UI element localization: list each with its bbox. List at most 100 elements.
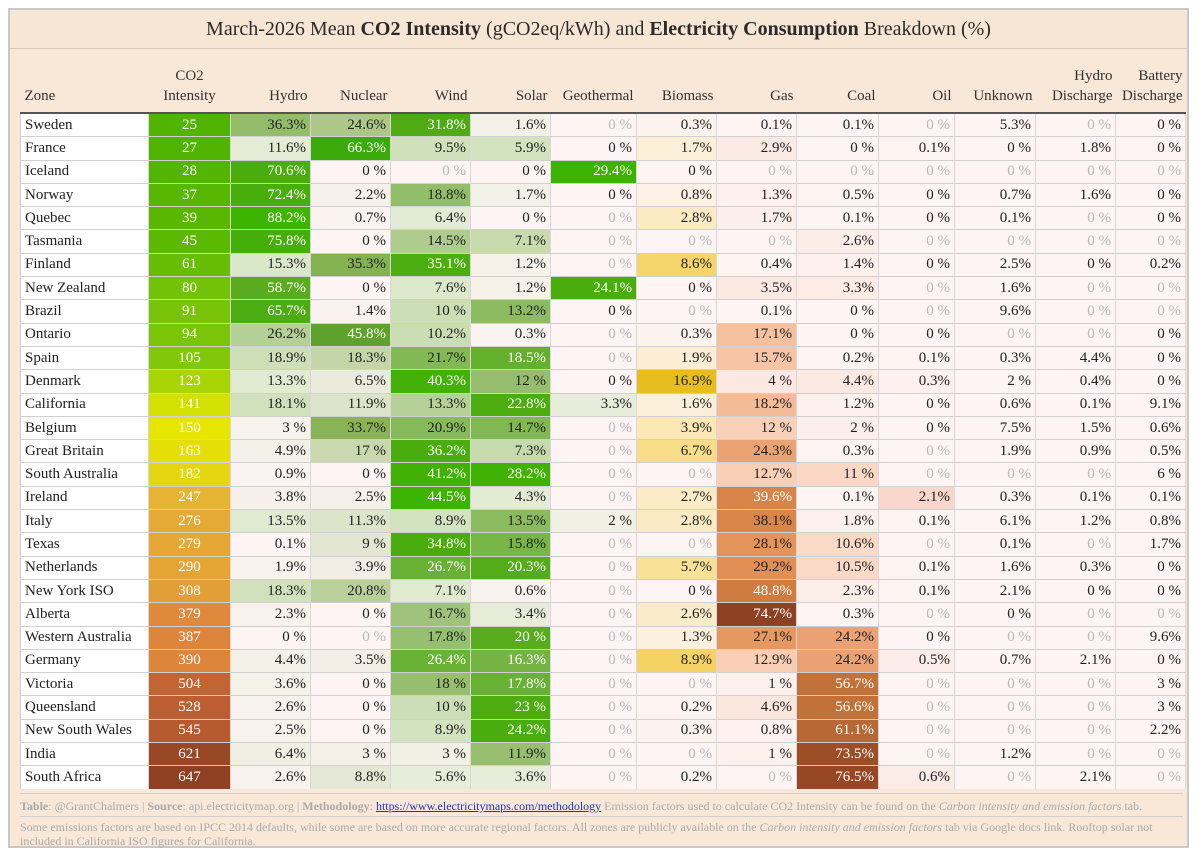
cell-solar: 5.9%	[470, 136, 551, 161]
cell-co2-intensity: 27	[148, 136, 231, 161]
cell-battery-discharge: 0 %	[1115, 229, 1186, 254]
cell-zone: South Australia	[20, 462, 149, 487]
cell-hydro: 1.9%	[230, 555, 311, 580]
cell-hydro-discharge: 0 %	[1035, 206, 1116, 230]
cell-gas: 17.1%	[716, 322, 797, 347]
header-row: Zone CO2 Intensity Hydro Nuclear Wind Sol…	[21, 54, 1186, 113]
cell-co2-intensity: 308	[148, 578, 231, 603]
cell-nuclear: 18.3%	[310, 345, 391, 370]
cell-co2-intensity: 647	[148, 765, 231, 789]
cell-biomass: 0.3%	[636, 112, 717, 137]
cell-zone: Queensland	[20, 695, 149, 720]
footer-line-1: Table: @GrantChalmers | Source: api.elec…	[20, 799, 1180, 813]
cell-gas: 74.7%	[716, 602, 797, 627]
cell-coal: 3.3%	[796, 276, 879, 300]
cell-zone: Texas	[20, 532, 149, 557]
cell-nuclear: 45.8%	[310, 322, 391, 347]
cell-hydro: 0.9%	[230, 462, 311, 487]
cell-co2-intensity: 80	[148, 276, 231, 300]
cell-coal: 0 %	[796, 299, 879, 324]
cell-hydro: 13.3%	[230, 369, 311, 394]
cell-unknown: 9.6%	[954, 299, 1036, 324]
cell-zone: New South Wales	[20, 718, 149, 743]
cell-co2-intensity: 163	[148, 439, 231, 463]
cell-nuclear: 8.8%	[310, 765, 391, 789]
cell-hydro-discharge: 2.1%	[1035, 648, 1116, 673]
cell-hydro: 0 %	[230, 625, 311, 650]
cell-gas: 24.3%	[716, 439, 797, 463]
cell-gas: 4.6%	[716, 695, 797, 720]
cell-unknown: 0 %	[954, 229, 1036, 254]
cell-co2-intensity: 390	[148, 648, 231, 673]
cell-hydro-discharge: 0.3%	[1035, 555, 1116, 580]
cell-biomass: 0 %	[636, 462, 717, 487]
cell-zone: Ontario	[20, 322, 149, 347]
cell-geothermal: 0 %	[550, 112, 637, 137]
cell-nuclear: 17 %	[310, 439, 391, 463]
cell-geothermal: 3.3%	[550, 392, 637, 417]
cell-unknown: 0.3%	[954, 485, 1036, 510]
cell-hydro-discharge: 0 %	[1035, 112, 1116, 137]
table-row: Norway 37 72.4% 2.2% 18.8% 1.7% 0 % 0.8% 1.3% 0.5…	[20, 182, 1186, 207]
cell-coal: 1.4%	[796, 252, 879, 277]
cell-unknown: 0 %	[954, 159, 1036, 184]
cell-co2-intensity: 528	[148, 695, 231, 720]
cell-geothermal: 0 %	[550, 206, 637, 230]
cell-wind: 26.7%	[390, 555, 471, 580]
cell-gas: 12.9%	[716, 648, 797, 673]
cell-co2-intensity: 141	[148, 392, 231, 417]
cell-geothermal: 0 %	[550, 299, 637, 324]
cell-solar: 0.6%	[470, 578, 551, 603]
cell-oil: 0 %	[878, 182, 955, 207]
cell-oil: 0 %	[878, 462, 955, 487]
cell-wind: 3 %	[390, 742, 471, 766]
footer-divider	[20, 793, 1183, 794]
cell-hydro-discharge: 0 %	[1035, 299, 1116, 324]
title-suffix: Breakdown (%)	[858, 18, 991, 40]
cell-geothermal: 0 %	[550, 229, 637, 254]
cell-hydro-discharge: 1.5%	[1035, 415, 1116, 440]
cell-zone: Tasmania	[20, 229, 149, 254]
cell-nuclear: 35.3%	[310, 252, 391, 277]
cell-hydro-discharge: 1.6%	[1035, 182, 1116, 207]
cell-gas: 0 %	[716, 765, 797, 789]
table-row: Belgium 150 3 % 33.7% 20.9% 14.7% 0 % 3.9% 12 % 2…	[20, 415, 1186, 440]
header-hydro-discharge-line2: Discharge	[1051, 88, 1113, 104]
cell-nuclear: 9 %	[310, 532, 391, 557]
cell-biomass: 0.3%	[636, 322, 717, 347]
cell-solar: 13.2%	[470, 299, 551, 324]
cell-battery-discharge: 3 %	[1115, 695, 1186, 720]
title-electricity-consumption: Electricity Consumption	[649, 18, 859, 40]
cell-gas: 0.4%	[716, 252, 797, 277]
cell-coal: 24.2%	[796, 648, 879, 673]
cell-oil: 0 %	[878, 695, 955, 720]
methodology-link[interactable]: https://www.electricitymaps.com/methodol…	[375, 799, 602, 813]
cell-hydro-discharge: 0 %	[1035, 159, 1116, 184]
cell-solar: 15.8%	[470, 532, 551, 557]
cell-wind: 20.9%	[390, 415, 471, 440]
cell-nuclear: 66.3%	[310, 136, 391, 161]
cell-coal: 10.5%	[796, 555, 879, 580]
cell-nuclear: 0 %	[310, 625, 391, 650]
cell-geothermal: 0 %	[550, 369, 637, 394]
table-row: Quebec 39 88.2% 0.7% 6.4% 0 % 0 % 2.8% 1.7% 0.1% 0…	[20, 206, 1186, 230]
table-row: New South Wales 545 2.5% 0 % 8.9% 24.2% 0 % 0.3…	[20, 718, 1186, 743]
cell-wind: 0 %	[390, 159, 471, 184]
header-geothermal: Geothermal	[562, 88, 634, 104]
table-row: Victoria 504 3.6% 0 % 18 % 17.8% 0 % 0 % 1 % 56.7…	[20, 672, 1186, 696]
cell-hydro: 18.1%	[230, 392, 311, 417]
cell-unknown: 5.3%	[954, 112, 1036, 137]
cell-nuclear: 11.3%	[310, 509, 391, 533]
cell-oil: 0 %	[878, 718, 955, 743]
cell-wind: 13.3%	[390, 392, 471, 417]
title-co2-intensity: CO2 Intensity	[360, 18, 482, 40]
cell-solar: 0 %	[470, 159, 551, 184]
table-row: Brazil 91 65.7% 1.4% 10 % 13.2% 0 % 0 % 0.1% 0 % 0…	[20, 299, 1186, 324]
cell-co2-intensity: 61	[148, 252, 231, 277]
cell-gas: 0.1%	[716, 112, 797, 137]
cell-oil: 0 %	[878, 392, 955, 417]
footer-source-value: : api.electricitymap.org |	[182, 799, 303, 813]
cell-hydro-discharge: 0.1%	[1035, 485, 1116, 510]
cell-solar: 20 %	[470, 625, 551, 650]
cell-oil: 0 %	[878, 206, 955, 230]
